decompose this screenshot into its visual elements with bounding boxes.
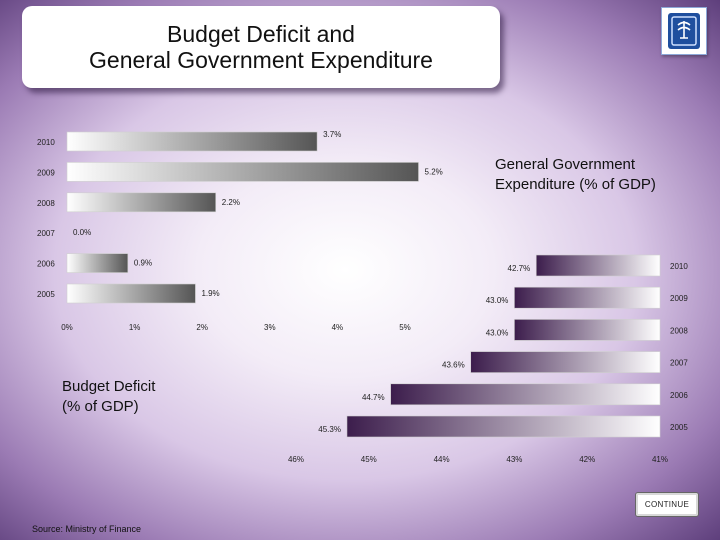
deficit-x-tick: 1% [129, 323, 141, 332]
deficit-year-label: 2005 [37, 290, 55, 299]
deficit-bar [66, 131, 318, 152]
expenditure-value-label: 44.7% [362, 393, 385, 402]
deficit-year-label: 2007 [37, 229, 55, 238]
expenditure-x-tick: 42% [579, 455, 595, 464]
deficit-value-label: 5.2% [425, 167, 443, 176]
deficit-year-label: 2006 [37, 260, 55, 269]
expenditure-x-tick: 43% [506, 455, 522, 464]
expenditure-value-label: 43.0% [486, 296, 509, 305]
expenditure-value-label: 42.7% [508, 264, 531, 273]
expenditure-value-label: 43.6% [442, 361, 465, 370]
expenditure-bar [535, 254, 661, 277]
expenditure-bar [514, 286, 661, 309]
expenditure-bar [390, 383, 661, 406]
title-box: Budget Deficit and General Government Ex… [22, 6, 500, 88]
deficit-value-label: 3.7% [323, 130, 341, 139]
budget-deficit-caption: Budget Deficit (% of GDP) [62, 377, 155, 417]
expenditure-x-tick: 44% [434, 455, 450, 464]
expenditure-year-label: 2007 [670, 359, 688, 368]
expenditure-x-tick: 46% [288, 455, 304, 464]
deficit-bar [66, 162, 419, 182]
expenditure-caption-line-1: General Government [495, 156, 636, 173]
expenditure-bar [514, 319, 661, 341]
expenditure-x-tick: 41% [652, 455, 668, 464]
expenditure-value-label: 43.0% [486, 328, 509, 337]
expenditure-year-label: 2008 [670, 326, 688, 335]
deficit-year-label: 2009 [37, 168, 55, 177]
slide-title-line-2: General Government Expenditure [89, 47, 433, 73]
expenditure-caption-line-2: Expenditure (% of GDP) [495, 176, 656, 193]
deficit-value-label: 1.9% [201, 289, 219, 298]
expenditure-year-label: 2009 [670, 294, 688, 303]
expenditure-year-label: 2010 [670, 262, 688, 271]
expenditure-year-label: 2005 [670, 423, 688, 432]
expenditure-bar [346, 415, 661, 438]
slide-title-line-1: Budget Deficit and [167, 21, 355, 47]
deficit-value-label: 2.2% [222, 198, 240, 207]
deficit-x-tick: 0% [61, 323, 73, 332]
expenditure-year-label: 2006 [670, 391, 688, 400]
deficit-x-tick: 3% [264, 323, 276, 332]
deficit-year-label: 2008 [37, 199, 55, 208]
expenditure-x-tick: 45% [361, 455, 377, 464]
deficit-bar [66, 192, 217, 213]
expenditure-caption: General Government Expenditure (% of GDP… [495, 155, 656, 195]
deficit-x-tick: 5% [399, 323, 411, 332]
budget-deficit-caption-line-1: Budget Deficit [62, 378, 156, 395]
chart-panel: 2010 3.7% 2009 5.2% 2008 2.2% 2007 0.0% 2006 0.9%… [15, 95, 705, 525]
source-note: Source: Ministry of Finance [32, 524, 142, 534]
budget-deficit-chart: 2010 3.7% 2009 5.2% 2008 2.2% 2007 0.0% 2006 0.9%… [37, 130, 688, 464]
deficit-bar [66, 253, 129, 273]
continue-button[interactable]: CONTINUE [635, 492, 699, 517]
deficit-x-tick: 2% [196, 323, 208, 332]
deficit-x-tick: 4% [332, 323, 344, 332]
deficit-value-label: 0.9% [134, 259, 152, 268]
state-emblem-icon [661, 7, 707, 55]
expenditure-value-label: 45.3% [318, 425, 341, 434]
expenditure-bar [470, 351, 661, 373]
budget-deficit-caption-line-2: (% of GDP) [62, 398, 139, 415]
deficit-year-label: 2010 [37, 138, 55, 147]
deficit-value-label: 0.0% [73, 228, 91, 237]
deficit-bar [66, 283, 196, 304]
